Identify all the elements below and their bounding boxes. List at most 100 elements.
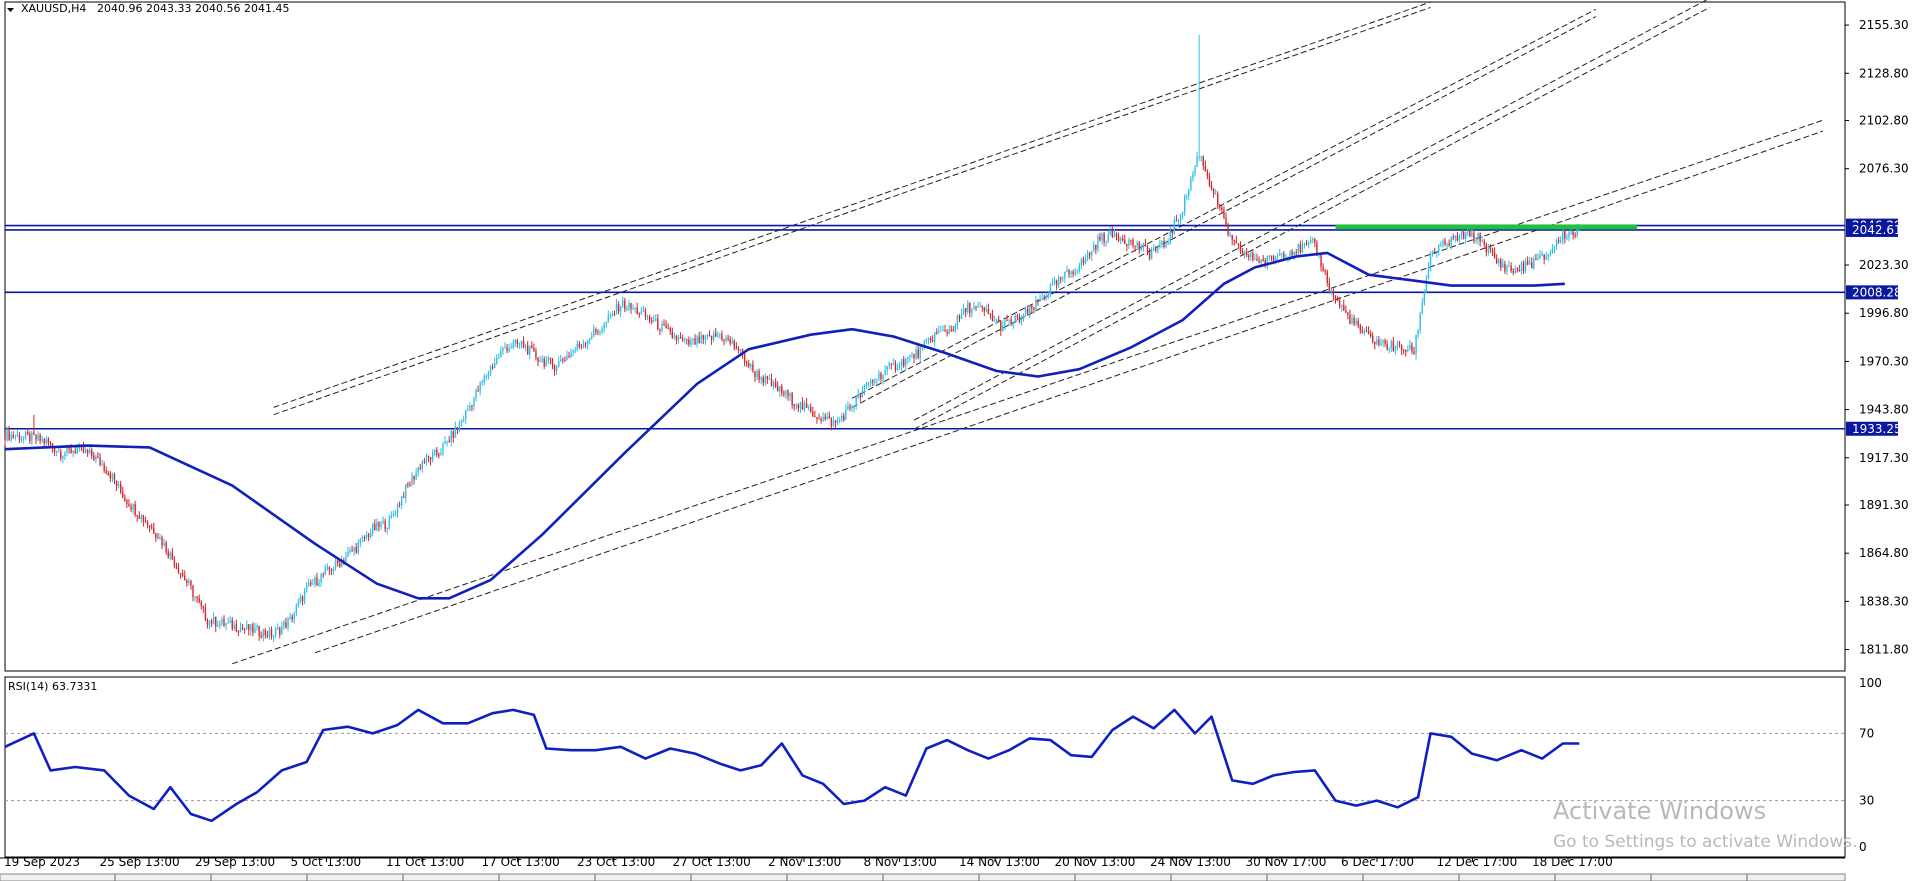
time-axis[interactable]: 19 Sep 2023 25 Sep 13:00 29 Sep 13:00 5 Oct… bbox=[0, 855, 1846, 881]
candle-body bbox=[229, 620, 231, 623]
candle-body bbox=[111, 474, 114, 479]
candle-body bbox=[564, 360, 566, 362]
candle-body bbox=[537, 358, 539, 362]
candle-body bbox=[1388, 348, 1390, 350]
trend-channels bbox=[232, 0, 1824, 665]
candle-body bbox=[898, 365, 901, 369]
candle-body bbox=[789, 393, 791, 397]
candle-body bbox=[1169, 230, 1171, 244]
candle-body bbox=[1266, 256, 1269, 266]
candle-body bbox=[1535, 258, 1537, 260]
candle-body bbox=[1564, 230, 1566, 239]
candle-body bbox=[630, 303, 632, 309]
candle-body bbox=[212, 616, 215, 624]
candle-body bbox=[591, 336, 593, 340]
candle-body bbox=[783, 392, 785, 395]
candle-body bbox=[667, 328, 669, 330]
candle-body bbox=[465, 410, 467, 419]
candle-body bbox=[551, 359, 554, 365]
candle-body bbox=[1512, 271, 1514, 273]
time-tick-label: 24 Nov 13:00 bbox=[1150, 855, 1231, 869]
candle-body bbox=[1283, 253, 1285, 258]
candle-body bbox=[836, 420, 839, 423]
candle-body bbox=[1208, 176, 1211, 186]
candle-body bbox=[1128, 239, 1130, 246]
candle-body bbox=[1241, 251, 1244, 255]
candle-body bbox=[103, 464, 105, 471]
candle-body bbox=[1576, 227, 1578, 236]
candle-body bbox=[867, 383, 870, 385]
candle-body bbox=[681, 337, 684, 340]
candle-body bbox=[1487, 246, 1490, 253]
candle-body bbox=[376, 522, 378, 530]
candle-body bbox=[1167, 243, 1169, 245]
candle-body bbox=[1444, 240, 1446, 245]
candle-body bbox=[675, 335, 678, 341]
collapse-triangle-icon[interactable] bbox=[7, 8, 14, 12]
candle-body bbox=[874, 380, 876, 383]
candle-body bbox=[130, 506, 132, 510]
candle-body bbox=[1289, 251, 1291, 257]
candle-body bbox=[857, 393, 859, 398]
candle-body bbox=[117, 484, 120, 486]
candle-body bbox=[762, 377, 764, 383]
candle-body bbox=[1165, 244, 1167, 248]
candle-body bbox=[266, 634, 269, 637]
candle-body bbox=[431, 452, 434, 460]
candle-body bbox=[264, 629, 267, 635]
candle-body bbox=[1464, 232, 1467, 239]
candle-body bbox=[624, 300, 626, 310]
trend-line bbox=[273, 1, 1431, 408]
candle-body bbox=[1022, 314, 1025, 317]
candle-body bbox=[345, 556, 347, 562]
candle-body bbox=[510, 347, 512, 349]
candle-body bbox=[142, 515, 145, 522]
candle-body bbox=[115, 480, 118, 486]
candle-body bbox=[1454, 236, 1457, 239]
candle-body bbox=[1510, 265, 1512, 272]
price-tick-label: 1838.30 bbox=[1859, 594, 1909, 608]
candle-body bbox=[330, 569, 333, 571]
candle-body bbox=[219, 622, 221, 627]
candle-body bbox=[312, 583, 314, 585]
candle-body bbox=[382, 521, 384, 524]
candle-body bbox=[483, 376, 486, 382]
candle-body bbox=[688, 339, 690, 345]
horizontal-levels[interactable] bbox=[5, 224, 1845, 430]
resistance-zone[interactable] bbox=[1335, 224, 1638, 230]
moving-average bbox=[4, 251, 1565, 600]
candle-body bbox=[673, 335, 676, 338]
candle-body bbox=[1086, 253, 1089, 259]
candle-body bbox=[1291, 251, 1293, 256]
candle-body bbox=[834, 420, 837, 423]
trend-line bbox=[913, 7, 1710, 430]
candle-body bbox=[764, 376, 766, 383]
candle-body bbox=[869, 380, 872, 384]
candle-body bbox=[919, 346, 921, 359]
candle-body bbox=[305, 585, 308, 591]
candle-body bbox=[888, 363, 890, 367]
candle-body bbox=[632, 308, 634, 310]
candle-body bbox=[24, 432, 27, 437]
candle-body bbox=[1126, 243, 1128, 246]
candle-body bbox=[516, 340, 519, 345]
candle-body bbox=[475, 390, 477, 399]
candle-body bbox=[196, 596, 198, 599]
candle-body bbox=[132, 503, 134, 510]
candle-body bbox=[524, 345, 527, 348]
candle-body bbox=[572, 351, 574, 353]
candle-body bbox=[51, 443, 54, 448]
price-axis[interactable]: 2046.292042.612008.281933.252155.302128.… bbox=[1845, 18, 1909, 657]
candle-body bbox=[1074, 271, 1076, 275]
candle-body bbox=[1568, 232, 1570, 238]
time-tick-label: 12 Dec 17:00 bbox=[1437, 855, 1518, 869]
candle-body bbox=[584, 343, 587, 345]
candle-body bbox=[122, 491, 124, 498]
candle-body bbox=[797, 404, 800, 409]
candle-body bbox=[1541, 254, 1543, 256]
candle-body bbox=[140, 515, 143, 519]
candle-body bbox=[1436, 251, 1438, 253]
candle-body bbox=[560, 359, 562, 362]
candle-body bbox=[1415, 334, 1417, 355]
